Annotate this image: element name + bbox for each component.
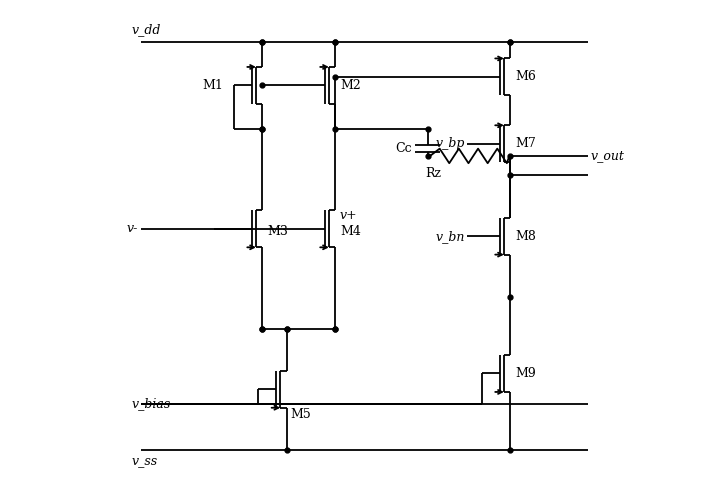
Text: M4: M4 bbox=[340, 225, 361, 238]
Text: M8: M8 bbox=[515, 229, 536, 242]
Text: v_ss: v_ss bbox=[131, 454, 157, 467]
Text: M9: M9 bbox=[515, 367, 536, 380]
Text: M1: M1 bbox=[203, 79, 224, 92]
Text: Cc: Cc bbox=[395, 142, 412, 155]
Text: M2: M2 bbox=[340, 79, 361, 92]
Text: M3: M3 bbox=[267, 225, 288, 238]
Text: M5: M5 bbox=[290, 408, 311, 421]
Text: v+: v+ bbox=[339, 209, 357, 222]
Text: v_bias: v_bias bbox=[131, 397, 170, 410]
Text: M7: M7 bbox=[515, 137, 536, 150]
Text: v_out: v_out bbox=[591, 149, 624, 162]
Text: v-: v- bbox=[127, 222, 138, 235]
Text: v_bn: v_bn bbox=[435, 229, 465, 242]
Text: M6: M6 bbox=[515, 70, 536, 83]
Text: Rz: Rz bbox=[425, 167, 441, 180]
Text: v_dd: v_dd bbox=[131, 23, 161, 36]
Text: v_bp: v_bp bbox=[435, 137, 465, 150]
